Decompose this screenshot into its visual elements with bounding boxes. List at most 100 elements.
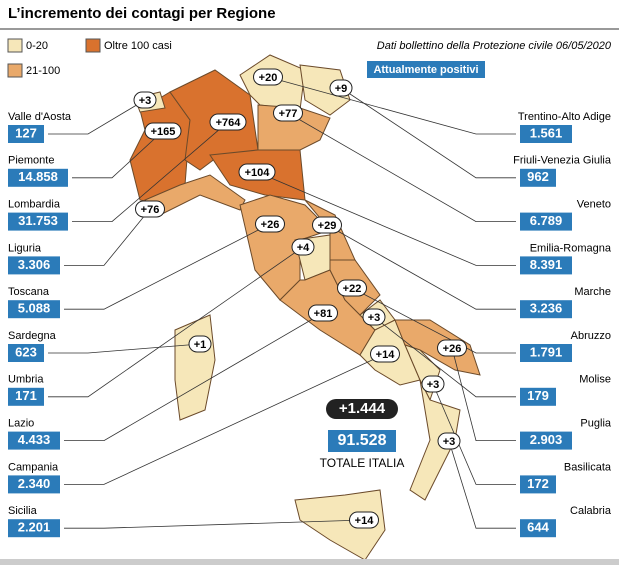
region-increment: +20: [259, 72, 278, 84]
total: 91.528: [338, 432, 387, 449]
region-total-box: [8, 387, 44, 406]
increment-pill: [255, 215, 285, 233]
region-total: 172: [527, 476, 549, 491]
leader-line: [64, 223, 271, 310]
region: [174, 314, 216, 421]
increment-pill: [133, 91, 157, 109]
region-total: 1.791: [530, 344, 563, 359]
region-name: Basilicata: [564, 461, 612, 473]
leader-line: [326, 224, 516, 310]
region-name: Friuli-Venezia Giulia: [513, 155, 612, 167]
legend-label: 21-100: [26, 65, 60, 77]
leader-line: [64, 208, 151, 266]
region-total: 3.306: [18, 257, 51, 272]
region-total-box: [8, 300, 60, 319]
region-total: 179: [527, 388, 549, 403]
increment-pill: [337, 279, 367, 297]
region-name: Lazio: [8, 418, 34, 430]
leader-line: [340, 87, 516, 179]
legend-swatch: [7, 63, 23, 78]
region-total: 4.433: [18, 432, 51, 447]
increment-pill: [421, 375, 445, 393]
leader-line: [64, 353, 386, 485]
region-total-box: [520, 519, 556, 538]
increment-pill: [437, 339, 467, 357]
region-total: 6.789: [530, 213, 563, 228]
leader-line: [64, 519, 365, 529]
region-total: 8.391: [530, 257, 563, 272]
increment-pill: [253, 68, 283, 86]
region-total-box: [520, 125, 572, 143]
legend-label: Oltre 100 casi: [104, 40, 172, 52]
total-increment-pill: [326, 399, 398, 419]
region-increment: +76: [141, 204, 160, 216]
increment-pill: [437, 432, 461, 450]
region-name: Emilia-Romagna: [530, 242, 612, 254]
legend-swatch: [7, 38, 23, 53]
region-total-box: [8, 125, 44, 143]
region-increment: +29: [318, 220, 337, 232]
region-total-box: [520, 387, 556, 406]
region-increment: +3: [139, 95, 152, 107]
region-increment: +77: [279, 108, 298, 120]
region-name: Lombardia: [8, 199, 61, 211]
region-name: Marche: [574, 286, 611, 298]
region-increment: +14: [376, 349, 396, 361]
region-increment: +3: [443, 436, 456, 448]
total-box: [328, 430, 396, 452]
increment-pill: [135, 200, 165, 218]
region-total: 5.088: [18, 301, 51, 316]
leader-line: [287, 112, 516, 223]
increment-pill: [349, 511, 379, 529]
increment-pill: [329, 79, 353, 97]
leader-line: [64, 312, 324, 442]
region-total-box: [520, 475, 556, 494]
region-name: Abruzzo: [571, 330, 611, 342]
leader-line: [48, 343, 201, 354]
leader-line: [448, 440, 516, 529]
region-name: Liguria: [8, 242, 42, 254]
increment-pill: [370, 345, 400, 363]
region-increment: +1: [194, 339, 207, 351]
legend-swatch: [85, 38, 101, 53]
region-total-box: [520, 431, 572, 450]
region-name: Calabria: [570, 505, 612, 517]
leader-line: [451, 347, 516, 442]
increment-pill: [312, 216, 342, 234]
legend-label: 0-20: [26, 40, 48, 52]
leader-line: [432, 383, 516, 485]
region-total-box: [8, 212, 68, 231]
region-total: 2.201: [18, 520, 51, 535]
increment-pill: [144, 122, 182, 140]
title: L’incremento dei contagi per Regione: [8, 5, 276, 22]
region-increment: +165: [151, 126, 176, 138]
leader-line: [351, 287, 516, 354]
region-name: Veneto: [577, 199, 611, 211]
region-name: Sicilia: [8, 505, 38, 517]
region-total: 14.858: [18, 169, 58, 184]
region-total: 1.561: [530, 125, 563, 140]
leader-line: [72, 130, 164, 179]
total-increment: +1.444: [339, 400, 386, 417]
increment-pill: [188, 335, 212, 353]
leader-line: [48, 99, 146, 135]
leader-line: [373, 316, 516, 398]
region-name: Umbria: [8, 374, 44, 386]
region-increment: +9: [335, 83, 348, 95]
region-total-box: [8, 519, 60, 538]
region-increment: +26: [261, 219, 280, 231]
region-total-box: [8, 431, 60, 450]
region-total: 2.903: [530, 432, 563, 447]
region-name: Piemonte: [8, 155, 54, 167]
map: [129, 54, 481, 561]
region: [409, 379, 461, 501]
region-name: Puglia: [580, 418, 611, 430]
region-total: 962: [527, 169, 549, 184]
increment-pill: [362, 308, 386, 326]
region-increment: +104: [245, 167, 271, 179]
region-total-box: [8, 344, 44, 362]
increment-pill: [238, 163, 276, 181]
region-increment: +4: [297, 242, 310, 254]
region-increment: +22: [343, 283, 362, 295]
